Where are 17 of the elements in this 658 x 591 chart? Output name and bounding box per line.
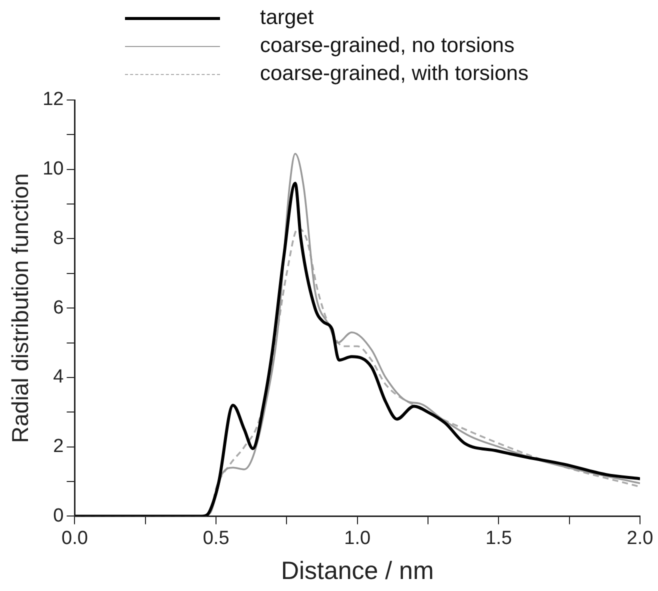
legend-label: coarse-grained, with torsions <box>260 62 528 86</box>
x-tick-label: 2.0 <box>626 528 654 549</box>
legend-label: coarse-grained, no torsions <box>260 34 514 58</box>
x-axis-title: Distance / nm <box>280 556 434 585</box>
y-tick-label: 0 <box>53 505 64 526</box>
y-tick-label: 6 <box>53 297 64 318</box>
y-tick-label: 12 <box>42 89 64 110</box>
x-tick-label: 1.0 <box>344 528 371 549</box>
y-tick-label: 8 <box>53 228 64 249</box>
y-axis-title: Radial distribution function <box>7 173 34 443</box>
y-tick-label: 10 <box>42 158 64 180</box>
y-tick-label: 2 <box>53 436 64 458</box>
x-tick-label: 1.5 <box>485 528 512 549</box>
legend-label: target <box>260 6 314 30</box>
y-tick-label: 4 <box>53 366 64 388</box>
x-tick-label: 0.5 <box>202 528 230 549</box>
x-tick-label: 0.0 <box>62 528 88 549</box>
